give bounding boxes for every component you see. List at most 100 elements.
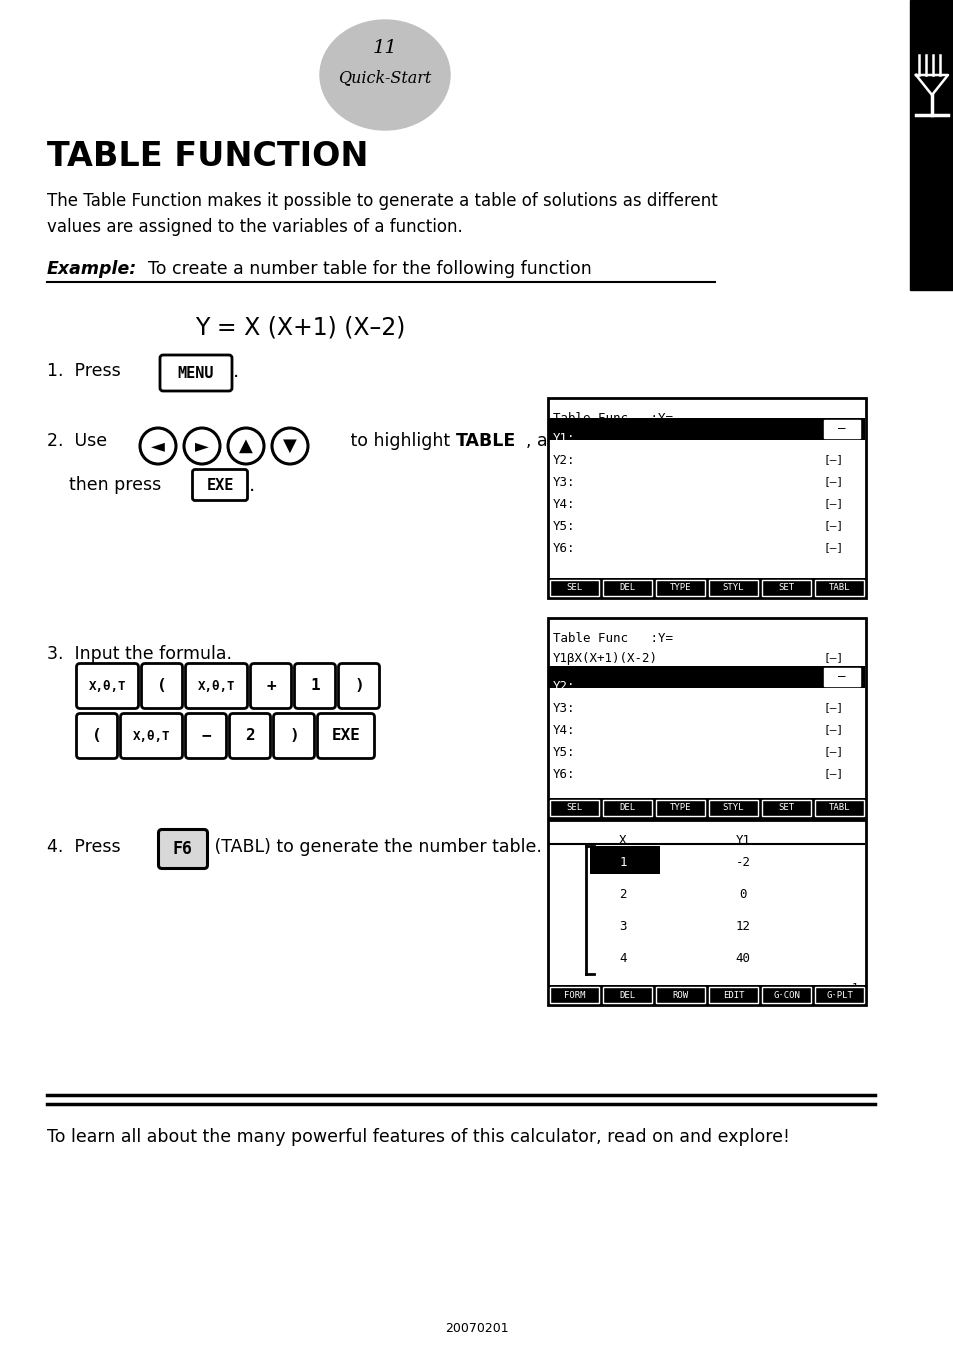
Text: Y1:: Y1: bbox=[553, 433, 575, 445]
Text: [—]: [—] bbox=[823, 768, 843, 777]
FancyBboxPatch shape bbox=[274, 714, 314, 758]
Text: .: . bbox=[233, 362, 239, 381]
Bar bbox=[708, 800, 758, 817]
Text: —: — bbox=[838, 422, 845, 435]
Text: Table Func   :Y=: Table Func :Y= bbox=[553, 412, 672, 425]
Text: 20070201: 20070201 bbox=[445, 1322, 508, 1334]
Text: To learn all about the many powerful features of this calculator, read on and ex: To learn all about the many powerful fea… bbox=[47, 1128, 789, 1146]
Text: 4: 4 bbox=[618, 952, 626, 964]
Bar bbox=[547, 821, 865, 1005]
FancyBboxPatch shape bbox=[193, 469, 247, 500]
Text: X,θ,T: X,θ,T bbox=[132, 730, 170, 742]
Text: SET: SET bbox=[778, 584, 794, 592]
Text: SEL: SEL bbox=[566, 584, 582, 592]
Text: Y6:: Y6: bbox=[553, 768, 575, 781]
Text: 2: 2 bbox=[245, 729, 254, 744]
Bar bbox=[823, 420, 859, 438]
Text: FORM: FORM bbox=[563, 991, 584, 999]
Text: −: − bbox=[201, 729, 211, 744]
Text: Y4:: Y4: bbox=[553, 498, 575, 511]
Bar bbox=[708, 580, 758, 596]
Text: ►: ► bbox=[194, 437, 209, 456]
Text: To create a number table for the following function: To create a number table for the followi… bbox=[137, 260, 591, 279]
Text: EDIT: EDIT bbox=[722, 991, 743, 999]
Text: 1: 1 bbox=[618, 856, 626, 868]
Text: [—]: [—] bbox=[823, 476, 843, 485]
Text: -2: -2 bbox=[735, 856, 750, 868]
Text: Y6:: Y6: bbox=[553, 542, 575, 556]
Text: EXE: EXE bbox=[332, 729, 360, 744]
Text: ): ) bbox=[354, 679, 363, 694]
Text: 4.  Press: 4. Press bbox=[47, 838, 120, 856]
Text: , and: , and bbox=[525, 433, 569, 450]
Text: +: + bbox=[266, 679, 275, 694]
Bar bbox=[823, 668, 859, 685]
Text: EXE: EXE bbox=[206, 477, 233, 492]
FancyBboxPatch shape bbox=[158, 830, 208, 868]
Text: ▲: ▲ bbox=[239, 437, 253, 456]
FancyBboxPatch shape bbox=[251, 664, 292, 708]
FancyBboxPatch shape bbox=[160, 356, 232, 391]
Bar bbox=[589, 846, 659, 873]
Bar bbox=[602, 987, 651, 1003]
Text: [—]: [—] bbox=[823, 746, 843, 756]
Text: 2: 2 bbox=[618, 887, 626, 900]
Text: Y4:: Y4: bbox=[553, 725, 575, 737]
Text: Table Func   :Y=: Table Func :Y= bbox=[553, 631, 672, 645]
Bar bbox=[761, 987, 810, 1003]
Text: 3.  Input the formula.: 3. Input the formula. bbox=[47, 645, 232, 662]
Text: 0: 0 bbox=[739, 887, 746, 900]
Text: Y3:: Y3: bbox=[553, 476, 575, 489]
Text: TABL: TABL bbox=[828, 584, 849, 592]
Text: Y2:: Y2: bbox=[553, 680, 575, 694]
Text: 3: 3 bbox=[618, 919, 626, 933]
Text: ▼: ▼ bbox=[283, 437, 296, 456]
Text: Example:: Example: bbox=[47, 260, 137, 279]
Text: Y3:: Y3: bbox=[553, 702, 575, 715]
FancyBboxPatch shape bbox=[185, 714, 226, 758]
Bar bbox=[656, 987, 704, 1003]
Text: X: X bbox=[618, 834, 626, 846]
Text: DEL: DEL bbox=[618, 584, 635, 592]
Bar bbox=[547, 579, 865, 598]
Text: 11: 11 bbox=[373, 39, 397, 57]
Text: SEL: SEL bbox=[566, 803, 582, 813]
FancyBboxPatch shape bbox=[338, 664, 379, 708]
Bar bbox=[761, 580, 810, 596]
Text: SET: SET bbox=[778, 803, 794, 813]
Text: —: — bbox=[838, 671, 845, 684]
Text: [—]: [—] bbox=[823, 725, 843, 734]
Text: [—]: [—] bbox=[823, 542, 843, 552]
Text: [—]: [—] bbox=[823, 652, 843, 662]
Text: Y5:: Y5: bbox=[553, 521, 575, 533]
Text: G·PLT: G·PLT bbox=[825, 991, 852, 999]
Text: TABLE FUNCTION: TABLE FUNCTION bbox=[47, 141, 368, 173]
Text: [—]: [—] bbox=[823, 498, 843, 508]
Text: then press: then press bbox=[47, 476, 161, 493]
FancyBboxPatch shape bbox=[230, 714, 271, 758]
Text: ◄: ◄ bbox=[151, 437, 165, 456]
Text: values are assigned to the variables of a function.: values are assigned to the variables of … bbox=[47, 218, 462, 237]
Bar bbox=[909, 0, 953, 289]
Text: Quick-Start: Quick-Start bbox=[338, 69, 431, 87]
FancyBboxPatch shape bbox=[76, 714, 117, 758]
Text: 1: 1 bbox=[310, 679, 319, 694]
Text: ROW: ROW bbox=[672, 991, 688, 999]
Bar bbox=[602, 800, 651, 817]
Text: X,θ,T: X,θ,T bbox=[89, 680, 126, 692]
Text: [—]: [—] bbox=[823, 454, 843, 464]
Text: STYL: STYL bbox=[722, 584, 743, 592]
Text: F6: F6 bbox=[172, 840, 193, 859]
Text: TABL: TABL bbox=[828, 803, 849, 813]
Text: Y1βX(X+1)(X-2): Y1βX(X+1)(X-2) bbox=[553, 652, 658, 665]
Bar bbox=[814, 800, 863, 817]
Bar bbox=[550, 580, 598, 596]
Bar bbox=[814, 580, 863, 596]
Bar bbox=[708, 987, 758, 1003]
Bar bbox=[548, 667, 864, 688]
Text: MENU: MENU bbox=[177, 365, 214, 380]
Text: [—]: [—] bbox=[823, 521, 843, 530]
FancyBboxPatch shape bbox=[141, 664, 182, 708]
Text: 1: 1 bbox=[850, 983, 857, 992]
Bar bbox=[656, 800, 704, 817]
